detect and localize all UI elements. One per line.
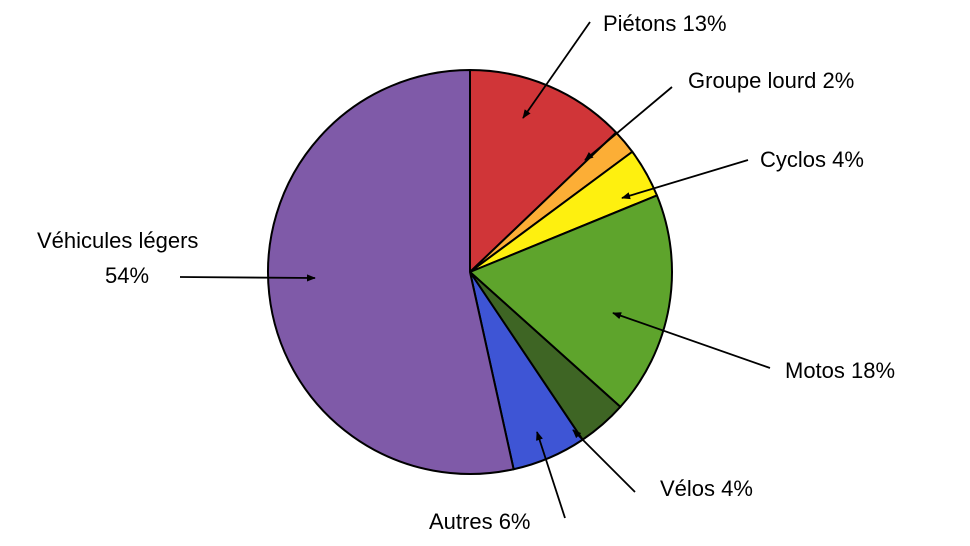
arrow-vehicules-legers — [179, 274, 316, 282]
label-vehicules-legers-line1: Véhicules légers — [37, 228, 198, 253]
label-vehicules-legers-line2: 54% — [105, 263, 149, 288]
arrow-velos — [572, 429, 636, 493]
arrow-motos — [612, 312, 771, 369]
slice-labels: Piétons 13% Groupe lourd 2% Cyclos 4% Mo… — [37, 11, 895, 534]
arrow-autres — [536, 431, 566, 519]
label-pietons: Piétons 13% — [603, 11, 727, 36]
label-cyclos: Cyclos 4% — [760, 147, 864, 172]
arrow-cyclos — [621, 159, 749, 200]
pie-slices — [267, 69, 673, 475]
label-groupe-lourd: Groupe lourd 2% — [688, 68, 854, 93]
label-autres: Autres 6% — [429, 509, 531, 534]
arrow-pietons — [522, 21, 591, 119]
label-arrows — [179, 21, 771, 519]
label-motos: Motos 18% — [785, 358, 895, 383]
slice-vehicules-legers — [267, 69, 515, 475]
arrow-groupe-lourd — [584, 86, 673, 161]
slice-motos — [469, 194, 673, 408]
slice-pietons — [469, 69, 618, 273]
label-velos: Vélos 4% — [660, 476, 753, 501]
